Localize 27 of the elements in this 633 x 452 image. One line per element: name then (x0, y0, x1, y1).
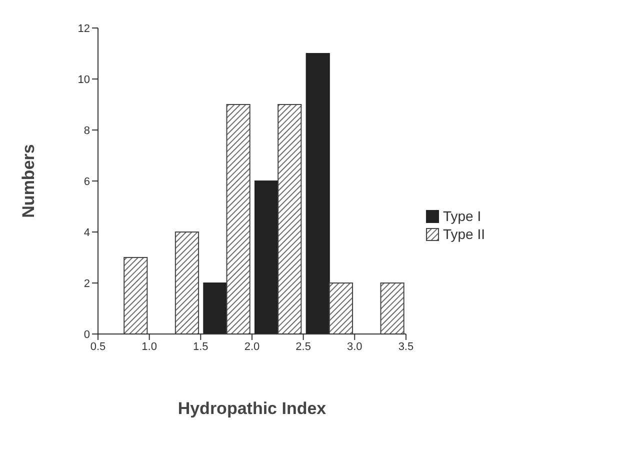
y-tick-label: 8 (84, 124, 90, 137)
x-tick-label: 0.5 (90, 340, 106, 353)
y-tick-label: 4 (84, 226, 90, 239)
bar (124, 257, 148, 334)
bar (278, 104, 302, 334)
y-tick-label: 12 (78, 22, 90, 35)
bar (306, 53, 330, 334)
x-tick-label: 2.0 (244, 340, 260, 353)
bar (203, 282, 228, 334)
y-tick-label: 10 (78, 74, 90, 86)
x-tick-label: 3.0 (346, 340, 362, 353)
y-axis-title: Numbers (19, 144, 38, 218)
y-tick-label: 2 (84, 278, 90, 290)
x-tick-label: 3.5 (398, 340, 414, 353)
y-tick-label: 6 (84, 176, 90, 188)
legend-label: Type II (442, 226, 485, 242)
bar (328, 282, 354, 334)
bar (174, 232, 200, 334)
bar (254, 180, 279, 334)
x-tick-label: 2.5 (296, 340, 311, 353)
x-tick-label: 1.5 (193, 340, 208, 353)
bar (380, 282, 404, 334)
legend-label: Type I (442, 208, 482, 224)
bar (226, 104, 250, 334)
y-tick-label: 0 (84, 328, 90, 341)
x-tick-label: 1.0 (142, 340, 157, 353)
x-axis-title: Hydropathic Index (178, 399, 327, 418)
